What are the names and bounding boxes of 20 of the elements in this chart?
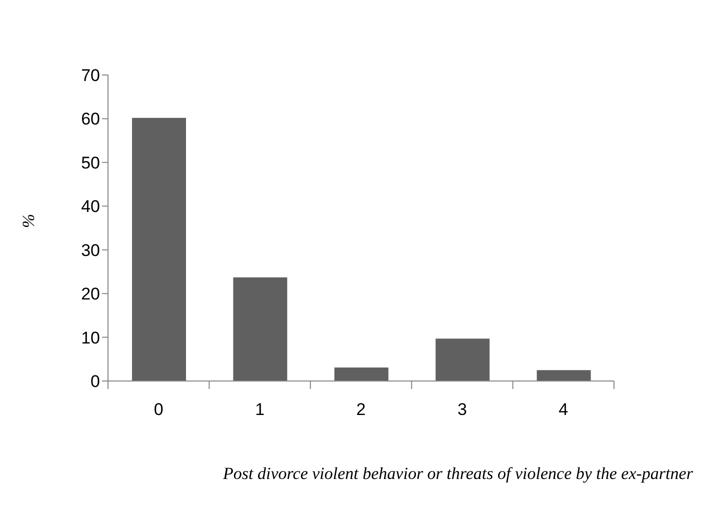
bar (436, 338, 490, 381)
y-axis-title: % (19, 214, 38, 228)
x-tick-label: 0 (154, 400, 164, 419)
bar (536, 370, 591, 381)
x-tick-label: 1 (255, 400, 265, 419)
bar (233, 277, 288, 381)
y-tick-label: 30 (81, 240, 100, 260)
x-tick-label: 4 (558, 400, 568, 419)
y-tick-label: 60 (81, 110, 100, 129)
y-tick-label: 70 (81, 66, 100, 86)
y-tick-label: 50 (81, 153, 100, 172)
y-tick-label: 10 (81, 328, 100, 348)
y-tick-label: 0 (90, 372, 100, 392)
bar (132, 118, 186, 381)
bar (334, 367, 388, 381)
x-tick-label: 3 (457, 400, 467, 419)
y-tick-label: 40 (81, 197, 100, 216)
y-tick-label: 20 (81, 284, 100, 304)
x-axis-title: Post divorce violent behavior or threats of violence by the ex-partner (222, 463, 694, 485)
x-tick-label: 2 (356, 400, 366, 419)
